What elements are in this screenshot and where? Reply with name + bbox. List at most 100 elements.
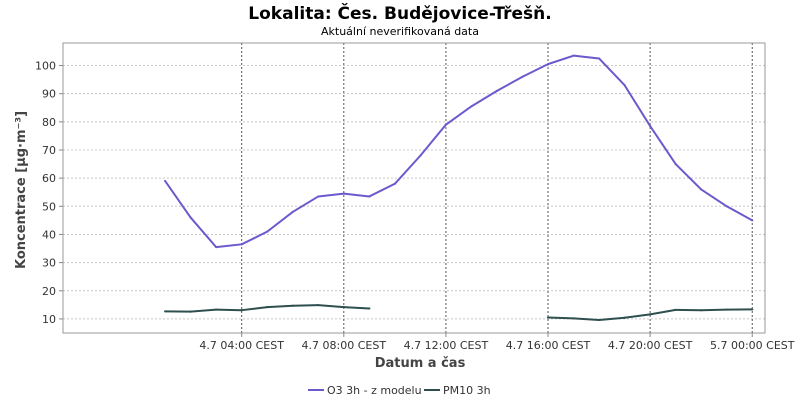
o3-data-point	[470, 105, 473, 108]
x-gridlines	[241, 43, 753, 333]
y-axis-label: Koncentrace [µg·m⁻³]	[14, 111, 29, 269]
pm10-data-point	[342, 306, 345, 309]
pm10-data-point	[291, 304, 294, 307]
o3-data-point	[419, 154, 422, 157]
legend-label-o3: O3 3h - z modelu	[327, 384, 422, 397]
y-tick-label: 10	[42, 313, 56, 326]
o3-data-point	[317, 195, 320, 198]
o3-data-point	[751, 219, 754, 222]
x-tick-label: 5.7 00:00 CEST	[710, 339, 795, 352]
o3-line-segment	[215, 243, 243, 249]
o3-line-segment	[444, 105, 473, 126]
o3-data-point	[393, 182, 396, 185]
chart-title: Lokalita: Čes. Budějovice-Třešň.	[248, 2, 551, 24]
pm10-data-point	[674, 308, 677, 311]
pm10-line-segment	[623, 313, 652, 319]
o3-data-point	[547, 63, 550, 66]
o3-line-segment	[342, 192, 371, 198]
o3-data-point	[521, 75, 524, 78]
o3-data-point	[189, 216, 192, 219]
o3-line-segment	[547, 54, 575, 66]
y-tick-label: 90	[42, 88, 56, 101]
o3-line-segment	[572, 54, 601, 60]
pm10-line-segment	[598, 316, 626, 322]
o3-data-point	[649, 125, 652, 128]
pm10-line-segment	[342, 306, 371, 310]
o3-line-segment	[649, 125, 677, 166]
y-tick-label: 50	[42, 200, 56, 213]
pm10-line-segment	[649, 308, 677, 316]
pm10-data-point	[317, 304, 320, 307]
o3-line-segment	[317, 192, 345, 198]
y-tick-label: 80	[42, 116, 56, 129]
pm10-line-segment	[572, 317, 601, 322]
chart-subtitle: Aktuální neverifikovaná data	[321, 25, 479, 38]
y-tick-label: 30	[42, 257, 56, 270]
o3-data-point	[164, 179, 167, 182]
o3-data-point	[444, 123, 447, 126]
o3-line-segment	[393, 154, 422, 185]
x-tick-label: 4.7 20:00 CEST	[608, 339, 693, 352]
pm10-data-point	[547, 316, 550, 319]
pm10-line-segment	[189, 308, 218, 313]
o3-line-segment	[266, 210, 294, 233]
y-tick-label: 100	[35, 60, 56, 73]
o3-data-point	[725, 205, 728, 208]
o3-data-point	[368, 195, 371, 198]
o3-data-point	[291, 210, 294, 213]
o3-line-segment	[164, 179, 192, 219]
o3-line-segment	[368, 182, 396, 198]
o3-line-segment	[700, 188, 728, 208]
o3-line-segment	[419, 123, 447, 157]
pm10-data-point	[368, 307, 371, 310]
pm10-data-point	[598, 319, 601, 322]
o3-line-segment	[189, 216, 218, 249]
pm10-data-point	[240, 309, 243, 312]
plot-border	[62, 42, 766, 334]
y-tick-label: 20	[42, 285, 56, 298]
pm10-data-point	[700, 309, 703, 312]
pm10-data-point	[164, 310, 167, 313]
plot-background	[63, 43, 765, 333]
pm10-data-point	[266, 306, 269, 309]
o3-line-segment	[291, 195, 320, 213]
pm10-line-segment	[266, 304, 294, 309]
pm10-line-segment	[547, 316, 575, 320]
legend-label-pm10: PM10 3h	[443, 384, 491, 397]
o3-data-point	[674, 163, 677, 166]
series-layer	[164, 54, 754, 322]
o3-line-segment	[674, 163, 703, 191]
pm10-line-segment	[700, 308, 728, 312]
o3-line-segment	[470, 89, 498, 108]
pm10-data-point	[189, 310, 192, 313]
o3-data-point	[240, 243, 243, 246]
y-tick-label: 70	[42, 144, 56, 157]
o3-data-point	[598, 57, 601, 60]
y-tick-label: 60	[42, 172, 56, 185]
o3-data-point	[572, 54, 575, 57]
o3-data-point	[623, 84, 626, 87]
y-axis-ticks: 10 20 30 40 50 60 70 80 90 100	[35, 60, 63, 326]
o3-line-segment	[240, 230, 269, 246]
pm10-data-point	[649, 313, 652, 316]
chart-legend: O3 3h - z modelu PM10 3h	[308, 384, 491, 397]
pm10-data-point	[751, 308, 754, 311]
o3-line-segment	[725, 205, 754, 222]
o3-line-segment	[623, 84, 652, 128]
o3-data-point	[495, 89, 498, 92]
pm10-line-segment	[240, 306, 269, 312]
o3-line-segment	[521, 63, 550, 78]
pm10-data-point	[215, 308, 218, 311]
pm10-data-point	[572, 317, 575, 320]
y-tick-label: 40	[42, 228, 56, 241]
series-o3	[164, 54, 754, 249]
plot-area	[62, 42, 766, 334]
x-tick-label: 4.7 12:00 CEST	[404, 339, 489, 352]
o3-data-point	[215, 246, 218, 249]
o3-data-point	[700, 188, 703, 191]
o3-line-segment	[598, 57, 626, 87]
x-tick-label: 4.7 08:00 CEST	[302, 339, 387, 352]
pm10-data-point	[725, 308, 728, 311]
pm10-line-segment	[215, 308, 243, 312]
